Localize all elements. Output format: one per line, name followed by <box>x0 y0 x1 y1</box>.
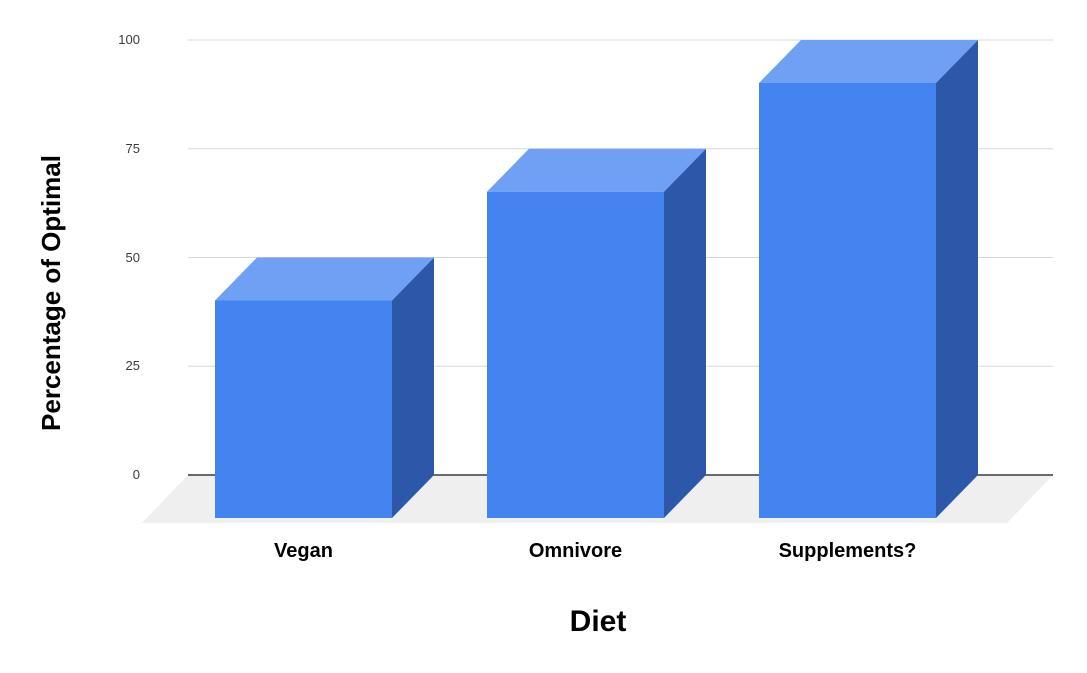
category-label-supplements: Supplements? <box>778 540 917 562</box>
category-label-vegan: Vegan <box>274 540 333 562</box>
bar-top-vegan <box>215 257 434 301</box>
bar-front-omnivore <box>487 191 664 518</box>
bar-top-omnivore <box>487 148 706 192</box>
category-label-omnivore: Omnivore <box>528 540 623 562</box>
bar-side-omnivore <box>664 148 706 518</box>
y-axis-title: Percentage of Optimal <box>36 155 66 431</box>
y-tick-label-100: 100 <box>118 32 140 47</box>
y-tick-label-75: 75 <box>125 140 140 156</box>
bar-side-vegan <box>392 257 434 518</box>
bar-side-supplements <box>936 40 978 518</box>
bar-top-supplements <box>759 40 978 83</box>
x-axis-title: Diet <box>569 605 627 638</box>
y-tick-label-25: 25 <box>125 358 140 374</box>
y-tick-label-0: 0 <box>132 467 140 482</box>
bar-front-vegan <box>215 300 392 518</box>
y-tick-label-50: 50 <box>125 249 140 265</box>
bar-front-supplements <box>759 83 936 518</box>
